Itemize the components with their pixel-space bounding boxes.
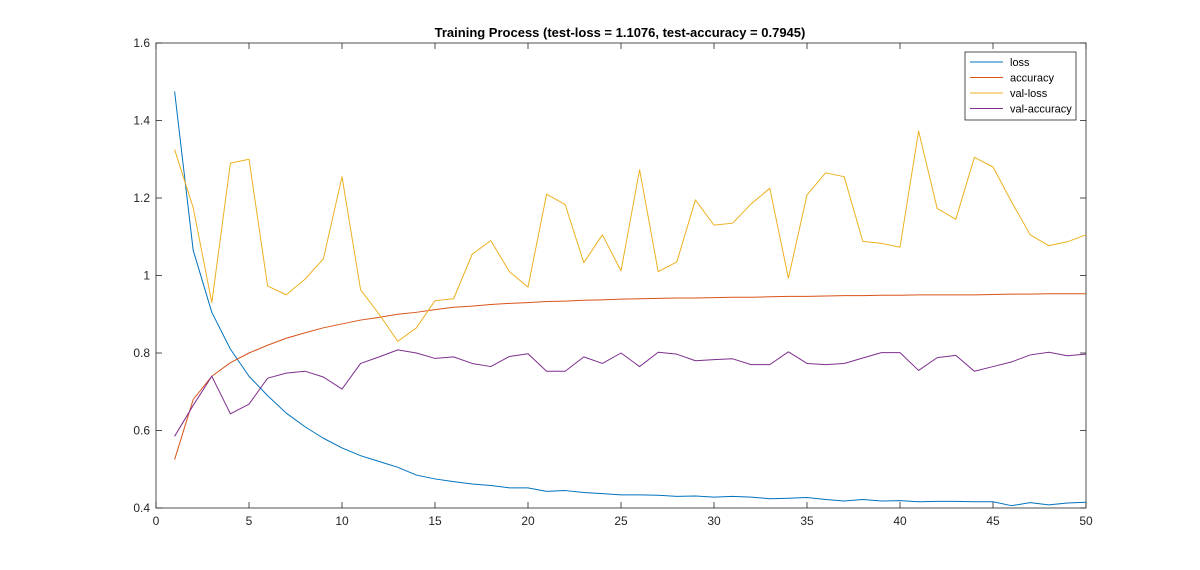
x-tick-label: 20 bbox=[521, 514, 535, 528]
legend: loss accuracy val-loss val-accuracy bbox=[964, 51, 1077, 121]
legend-label-accuracy: accuracy bbox=[1010, 73, 1055, 85]
y-axis: 0.4 0.6 0.8 1 1.2 1.4 1.6 bbox=[133, 36, 1086, 515]
x-tick-label: 40 bbox=[893, 514, 907, 528]
y-tick-label: 1.4 bbox=[133, 114, 150, 128]
y-tick-label: 0.8 bbox=[133, 346, 150, 360]
x-tick-label: 25 bbox=[614, 514, 628, 528]
series-lines bbox=[174, 91, 1087, 507]
x-tick-label: 5 bbox=[246, 514, 253, 528]
x-tick-label: 30 bbox=[707, 514, 721, 528]
y-tick-label: 0.4 bbox=[133, 501, 150, 515]
plot-area bbox=[155, 42, 1087, 509]
y-tick-label: 1.2 bbox=[133, 191, 150, 205]
series-line-accuracy bbox=[174, 293, 1086, 460]
y-tick-label: 1.6 bbox=[133, 36, 150, 50]
x-tick-label: 50 bbox=[1079, 514, 1093, 528]
x-tick-label: 0 bbox=[153, 514, 160, 528]
y-tick-label: 0.6 bbox=[133, 424, 150, 438]
x-axis: 0 5 10 15 20 25 30 35 40 45 50 bbox=[153, 43, 1093, 528]
x-tick-label: 45 bbox=[986, 514, 1000, 528]
x-tick-label: 15 bbox=[428, 514, 442, 528]
chart-title: Training Process (test-loss = 1.1076, te… bbox=[435, 25, 806, 40]
series-line-loss bbox=[174, 91, 1087, 507]
legend-label-val-loss: val-loss bbox=[1010, 88, 1048, 100]
legend-label-val-accuracy: val-accuracy bbox=[1010, 104, 1072, 116]
x-tick-label: 10 bbox=[335, 514, 349, 528]
x-tick-label: 35 bbox=[800, 514, 814, 528]
legend-label-loss: loss bbox=[1010, 57, 1030, 69]
series-line-val-accuracy bbox=[174, 349, 1087, 437]
y-tick-label: 1 bbox=[143, 269, 150, 283]
series-line-val-loss bbox=[174, 130, 1087, 342]
